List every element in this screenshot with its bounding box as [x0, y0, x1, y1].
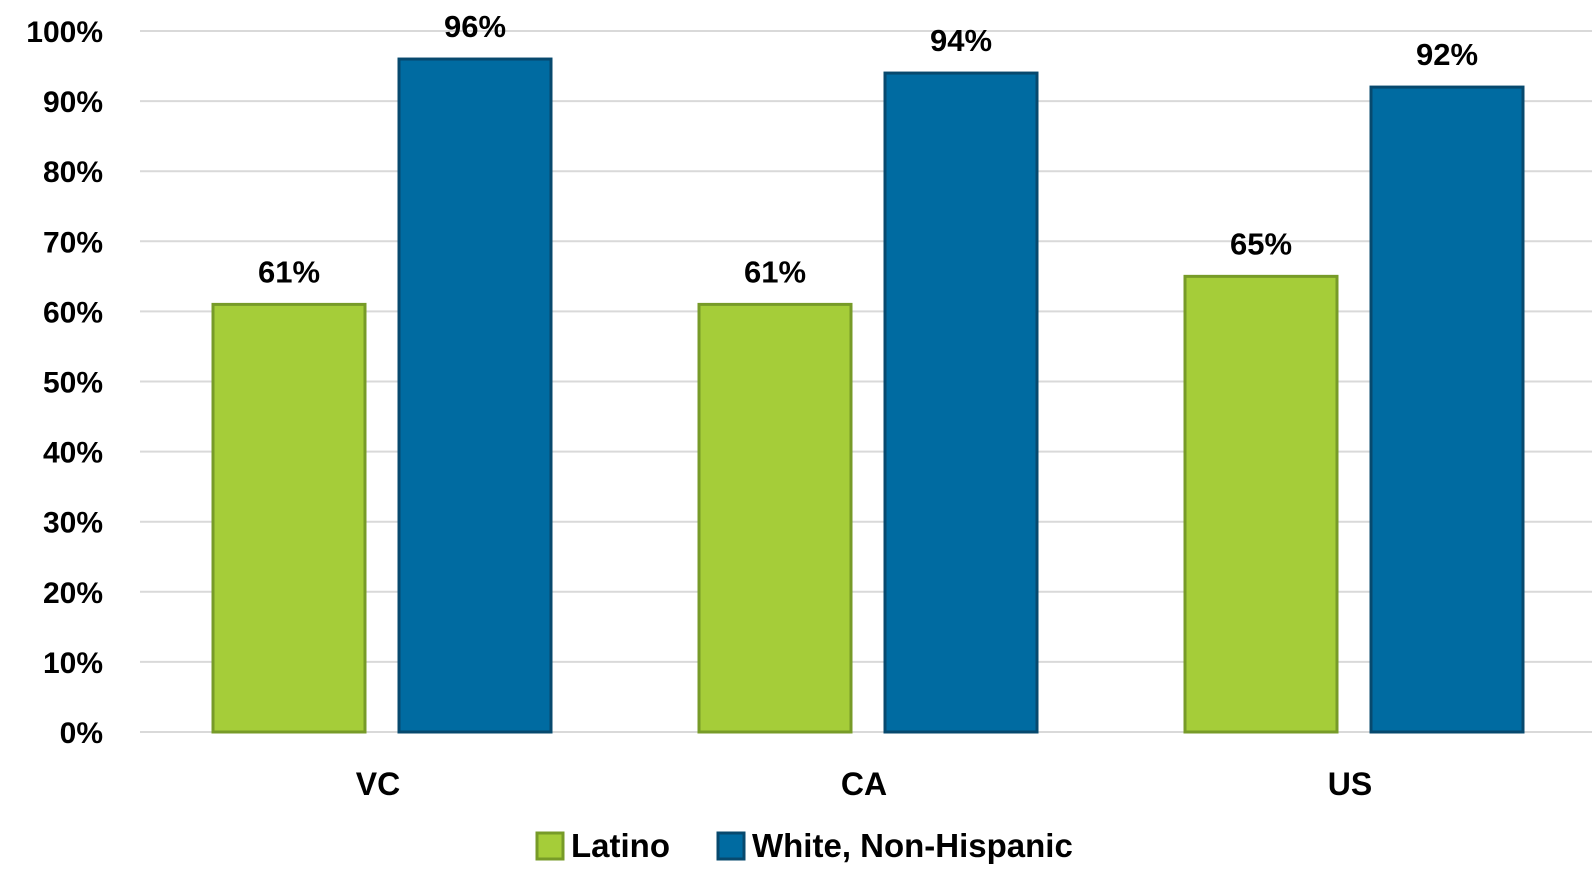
data-label: 94% — [930, 23, 992, 58]
data-labels: 61% 61% 65% 96% 94% 92% — [258, 9, 1478, 289]
gridlines — [140, 30, 1592, 733]
x-category-label: VC — [356, 766, 400, 802]
bars — [211, 57, 1525, 734]
legend-swatch — [535, 831, 565, 861]
bar-ca-series-2 — [883, 71, 1039, 734]
legend: Latino White, Non-Hispanic — [535, 827, 1073, 864]
data-label: 92% — [1416, 37, 1478, 72]
y-tick-label: 50% — [43, 367, 103, 400]
y-tick-label: 60% — [43, 296, 103, 329]
y-tick-label: 0% — [60, 717, 103, 750]
y-tick-label: 70% — [43, 226, 103, 259]
bar-us-series-2 — [1369, 85, 1525, 734]
data-label: 61% — [258, 254, 320, 289]
data-label: 61% — [744, 254, 806, 289]
legend-label: White, Non-Hispanic — [752, 827, 1073, 864]
legend-label: Latino — [571, 827, 670, 864]
bar-vc-series-2 — [397, 57, 553, 734]
y-tick-label: 80% — [43, 156, 103, 189]
data-label: 96% — [444, 9, 506, 44]
x-category-label: US — [1328, 766, 1372, 802]
y-axis-tick-labels: 0% 10% 20% 30% 40% 50% 60% 70% 80% 90% 100% — [26, 16, 103, 750]
y-tick-label: 90% — [43, 86, 103, 119]
bar-ca-series-1 — [697, 302, 853, 734]
bar-vc-series-1 — [211, 302, 367, 734]
y-tick-label: 10% — [43, 647, 103, 680]
y-tick-label: 30% — [43, 507, 103, 540]
data-label: 65% — [1230, 226, 1292, 261]
x-axis-category-labels: VC CA US — [356, 766, 1372, 802]
x-category-label: CA — [841, 766, 887, 802]
y-tick-label: 20% — [43, 577, 103, 610]
legend-swatch — [716, 831, 746, 861]
y-tick-label: 40% — [43, 437, 103, 470]
y-tick-label: 100% — [26, 16, 103, 49]
bar-us-series-1 — [1183, 274, 1339, 734]
